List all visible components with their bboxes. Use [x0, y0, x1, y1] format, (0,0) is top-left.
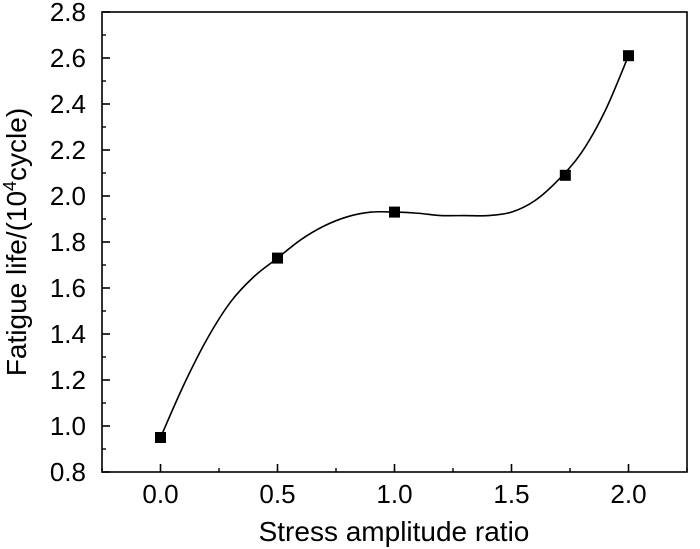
x-tick-label: 0.0	[142, 479, 178, 509]
y-tick-label: 1.0	[50, 411, 86, 441]
y-tick-label: 2.6	[50, 43, 86, 73]
y-tick-label: 0.8	[50, 457, 86, 487]
y-tick-label: 2.4	[50, 89, 86, 119]
data-point-marker	[559, 169, 571, 181]
y-tick-label: 1.6	[50, 273, 86, 303]
y-axis-title: Fatigue life/(104cycle)	[0, 108, 32, 376]
y-tick-label: 2.8	[50, 0, 86, 27]
axis-ticks	[101, 11, 688, 473]
y-tick-label: 1.8	[50, 227, 86, 257]
plot-frame	[101, 11, 688, 473]
y-axis-title-main: Fatigue life/(10	[1, 191, 32, 376]
y-tick-label: 1.4	[50, 319, 86, 349]
x-axis-title: Stress amplitude ratio	[259, 516, 530, 547]
data-point-marker	[155, 432, 166, 443]
y-axis-title-sup: 4	[0, 181, 20, 191]
x-tick-label: 1.5	[493, 479, 529, 509]
data-markers	[155, 50, 634, 443]
y-tick-label: 2.0	[50, 181, 86, 211]
y-tick-label: 2.2	[50, 135, 86, 165]
x-tick-label: 2.0	[610, 479, 646, 509]
y-tick-label: 1.2	[50, 365, 86, 395]
y-axis-title-tail: cycle)	[1, 108, 32, 181]
x-tick-label: 0.5	[259, 479, 295, 509]
data-point-marker	[272, 252, 283, 264]
x-tick-label: 1.0	[376, 479, 412, 509]
tick-labels: 0.0 0.5 1.0 1.5 2.0 0.8 1.0 1.2 1.4 1.6 1.8 2.0 2.2 2…	[50, 0, 647, 509]
data-point-marker	[623, 50, 634, 62]
data-point-marker	[389, 206, 400, 218]
fit-curve-line	[159, 55, 630, 438]
